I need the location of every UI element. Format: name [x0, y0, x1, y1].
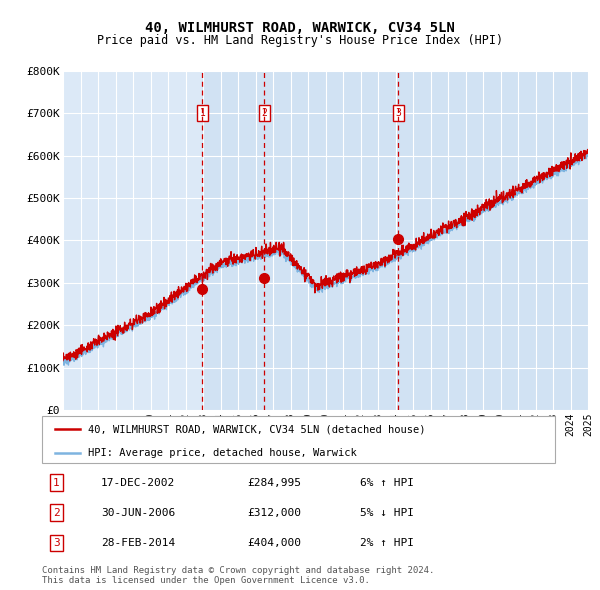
- Text: £312,000: £312,000: [247, 508, 301, 518]
- Text: 17-DEC-2002: 17-DEC-2002: [101, 477, 175, 487]
- FancyBboxPatch shape: [42, 416, 555, 463]
- Text: 40, WILMHURST ROAD, WARWICK, CV34 5LN (detached house): 40, WILMHURST ROAD, WARWICK, CV34 5LN (d…: [88, 424, 425, 434]
- Bar: [202, 71, 264, 410]
- Text: 28-FEB-2014: 28-FEB-2014: [101, 538, 175, 548]
- Text: 3: 3: [53, 538, 60, 548]
- Text: Contains HM Land Registry data © Crown copyright and database right 2024.
This d: Contains HM Land Registry data © Crown c…: [42, 566, 434, 585]
- Text: 5% ↓ HPI: 5% ↓ HPI: [360, 508, 414, 518]
- Text: 2% ↑ HPI: 2% ↑ HPI: [360, 538, 414, 548]
- Text: Price paid vs. HM Land Registry's House Price Index (HPI): Price paid vs. HM Land Registry's House …: [97, 34, 503, 47]
- Text: HPI: Average price, detached house, Warwick: HPI: Average price, detached house, Warw…: [88, 448, 357, 458]
- Bar: [398, 71, 588, 410]
- Bar: [264, 71, 398, 410]
- Text: 30-JUN-2006: 30-JUN-2006: [101, 508, 175, 518]
- Text: 1: 1: [199, 108, 205, 118]
- Text: 2: 2: [53, 508, 60, 518]
- Text: £404,000: £404,000: [247, 538, 301, 548]
- Text: 40, WILMHURST ROAD, WARWICK, CV34 5LN: 40, WILMHURST ROAD, WARWICK, CV34 5LN: [145, 21, 455, 35]
- Text: 2: 2: [262, 108, 267, 118]
- Text: 1: 1: [53, 477, 60, 487]
- Text: 3: 3: [395, 108, 401, 118]
- Text: 6% ↑ HPI: 6% ↑ HPI: [360, 477, 414, 487]
- Text: £284,995: £284,995: [247, 477, 301, 487]
